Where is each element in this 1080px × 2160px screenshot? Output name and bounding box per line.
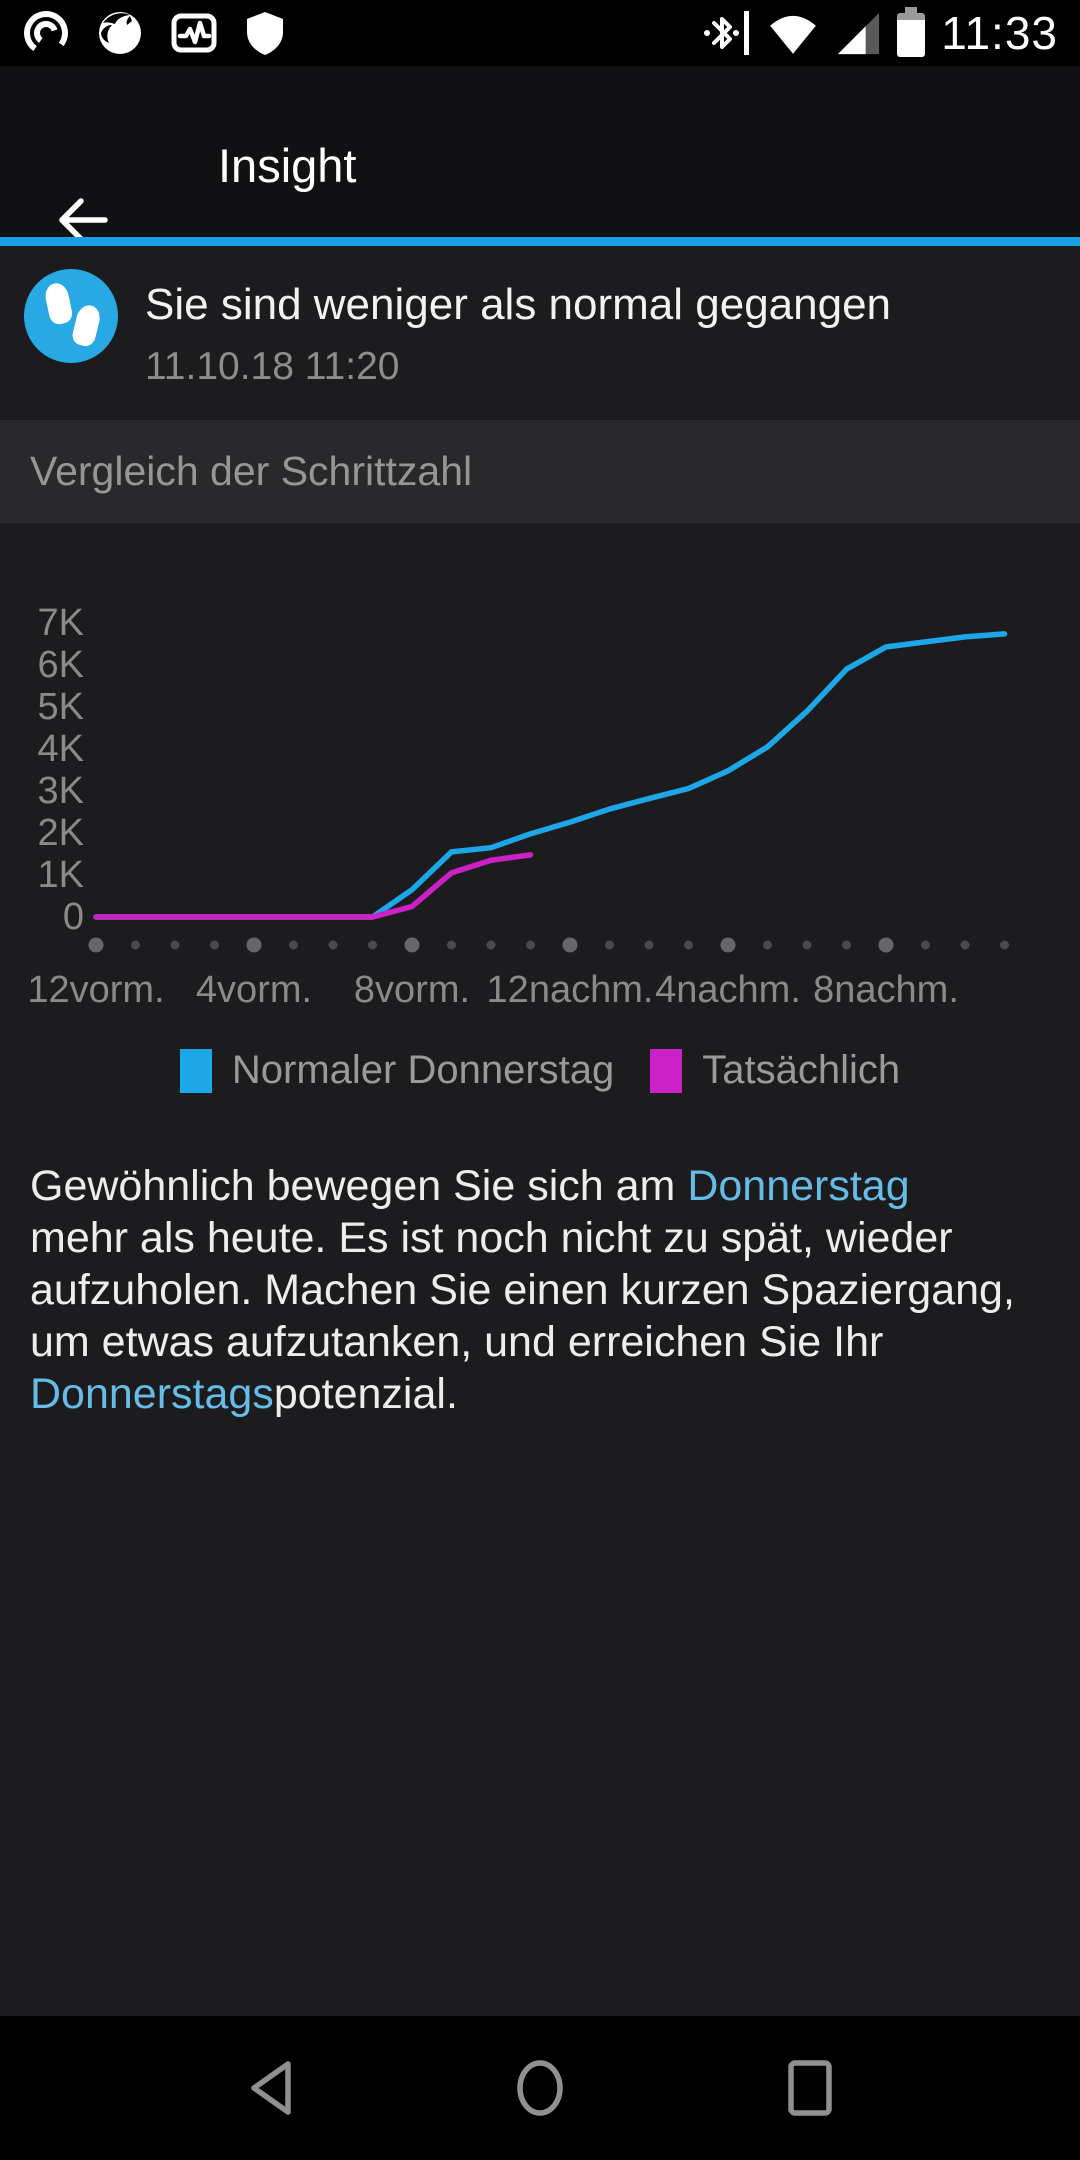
right-footprint bbox=[70, 302, 103, 349]
legend-swatch bbox=[650, 1048, 683, 1093]
home-circle-icon bbox=[517, 2060, 563, 2116]
nav-home-button[interactable] bbox=[490, 2038, 590, 2138]
x-axis-tick: 8vorm. bbox=[354, 969, 470, 1011]
hour-dot bbox=[486, 940, 496, 950]
hour-dot bbox=[644, 940, 654, 950]
y-axis-tick: 3K bbox=[38, 770, 84, 812]
activity-app-icon bbox=[171, 13, 217, 53]
series-line bbox=[93, 631, 1008, 920]
cell-signal-icon bbox=[838, 12, 880, 55]
legend-label: Normaler Donnerstag bbox=[231, 1048, 615, 1092]
x-axis-tick: 4vorm. bbox=[196, 969, 312, 1011]
body-text-segment: mehr als heute. Es ist noch nicht zu spä… bbox=[30, 1214, 953, 1262]
hour-dot bbox=[289, 940, 298, 950]
hour-dot bbox=[802, 940, 812, 950]
y-axis-tick: 7K bbox=[38, 602, 84, 644]
y-axis-tick: 2K bbox=[38, 812, 84, 854]
footsteps-icon bbox=[24, 269, 118, 363]
hour-dot bbox=[88, 937, 104, 953]
hour-dot bbox=[404, 937, 420, 953]
legend-label: Tatsächlich bbox=[702, 1048, 901, 1092]
y-axis-tick: 1K bbox=[38, 854, 84, 896]
hour-dot bbox=[562, 937, 578, 953]
insight-description: Gewöhnlich bewegen Sie sich am Donnersta… bbox=[30, 1160, 1060, 1420]
y-axis-tick: 6K bbox=[38, 644, 84, 686]
y-axis-tick: 5K bbox=[38, 686, 84, 728]
legend-item: Normaler Donnerstag bbox=[179, 1048, 615, 1093]
series-line bbox=[93, 852, 534, 920]
body-text-segment: potenzial. bbox=[273, 1370, 458, 1418]
nav-recents-button[interactable] bbox=[760, 2038, 860, 2138]
recents-square-icon bbox=[788, 2060, 832, 2116]
hour-dot bbox=[842, 940, 851, 950]
hour-dot bbox=[763, 940, 772, 950]
x-axis-tick: 12vorm. bbox=[27, 969, 164, 1011]
hour-dot bbox=[210, 940, 219, 950]
hour-dot bbox=[526, 940, 535, 950]
status-bar-system-icons: 11:33 bbox=[703, 6, 1058, 60]
body-text-segment: Gewöhnlich bewegen Sie sich am bbox=[30, 1162, 688, 1210]
hour-dot bbox=[720, 937, 736, 953]
bluetooth-connected-icon bbox=[704, 11, 750, 55]
hour-dot bbox=[605, 940, 614, 950]
firefox-icon bbox=[99, 12, 141, 54]
hour-dot bbox=[328, 940, 338, 950]
app-bar: Insight bbox=[0, 66, 1080, 242]
navigation-bar bbox=[0, 2016, 1080, 2160]
hour-dot bbox=[921, 940, 930, 950]
clock: 11:33 bbox=[941, 7, 1058, 59]
chart-legend: Normaler Donnerstag Tatsächlich bbox=[0, 1048, 1080, 1093]
donnerstag-link[interactable]: Donnerstags bbox=[30, 1370, 274, 1418]
y-axis-tick: 0 bbox=[63, 896, 84, 938]
section-header-label: Vergleich der Schrittzahl bbox=[30, 448, 473, 494]
hour-dot bbox=[170, 940, 180, 950]
hour-dot bbox=[960, 940, 970, 950]
insight-title: Sie sind weniger als normal gegangen bbox=[145, 280, 892, 329]
body-text-segment: um etwas aufzutanken, und erreichen Sie … bbox=[30, 1318, 884, 1366]
section-header: Vergleich der Schrittzahl bbox=[0, 420, 1080, 523]
nav-back-button[interactable] bbox=[220, 2038, 320, 2138]
back-triangle-icon bbox=[251, 2061, 291, 2115]
status-bar: 11:33 bbox=[0, 0, 1080, 66]
battery-icon bbox=[897, 7, 926, 59]
hour-dot bbox=[368, 940, 377, 950]
podcast-app-icon bbox=[24, 11, 68, 55]
hour-dot bbox=[246, 937, 262, 953]
accent-divider bbox=[0, 237, 1080, 246]
insight-timestamp: 11.10.18 11:20 bbox=[145, 345, 400, 388]
body-text-segment: aufzuholen. Machen Sie einen kurzen Spaz… bbox=[30, 1266, 1015, 1314]
shield-icon bbox=[247, 12, 283, 55]
status-bar-notifications bbox=[22, 9, 286, 57]
hour-dot bbox=[1000, 940, 1009, 950]
insight-card: Sie sind weniger als normal gegangen 11.… bbox=[0, 246, 1080, 420]
donnerstag-link[interactable]: Donnerstag bbox=[687, 1162, 910, 1210]
hour-dot bbox=[878, 937, 894, 953]
legend-item: Tatsächlich bbox=[650, 1048, 900, 1093]
arrow-left-icon bbox=[59, 198, 108, 242]
back-button[interactable] bbox=[55, 192, 115, 252]
x-axis-tick: 4nachm. bbox=[655, 969, 801, 1011]
x-axis-tick: 12nachm. bbox=[487, 969, 654, 1011]
hour-dot bbox=[131, 940, 140, 950]
wifi-icon bbox=[770, 15, 817, 54]
legend-swatch bbox=[179, 1048, 212, 1093]
x-axis-tick: 8nachm. bbox=[813, 969, 959, 1011]
page-title: Insight bbox=[218, 139, 357, 192]
hour-dot bbox=[684, 940, 693, 950]
hour-dot bbox=[447, 940, 456, 950]
left-footprint bbox=[42, 281, 75, 326]
y-axis-tick: 4K bbox=[38, 728, 84, 770]
